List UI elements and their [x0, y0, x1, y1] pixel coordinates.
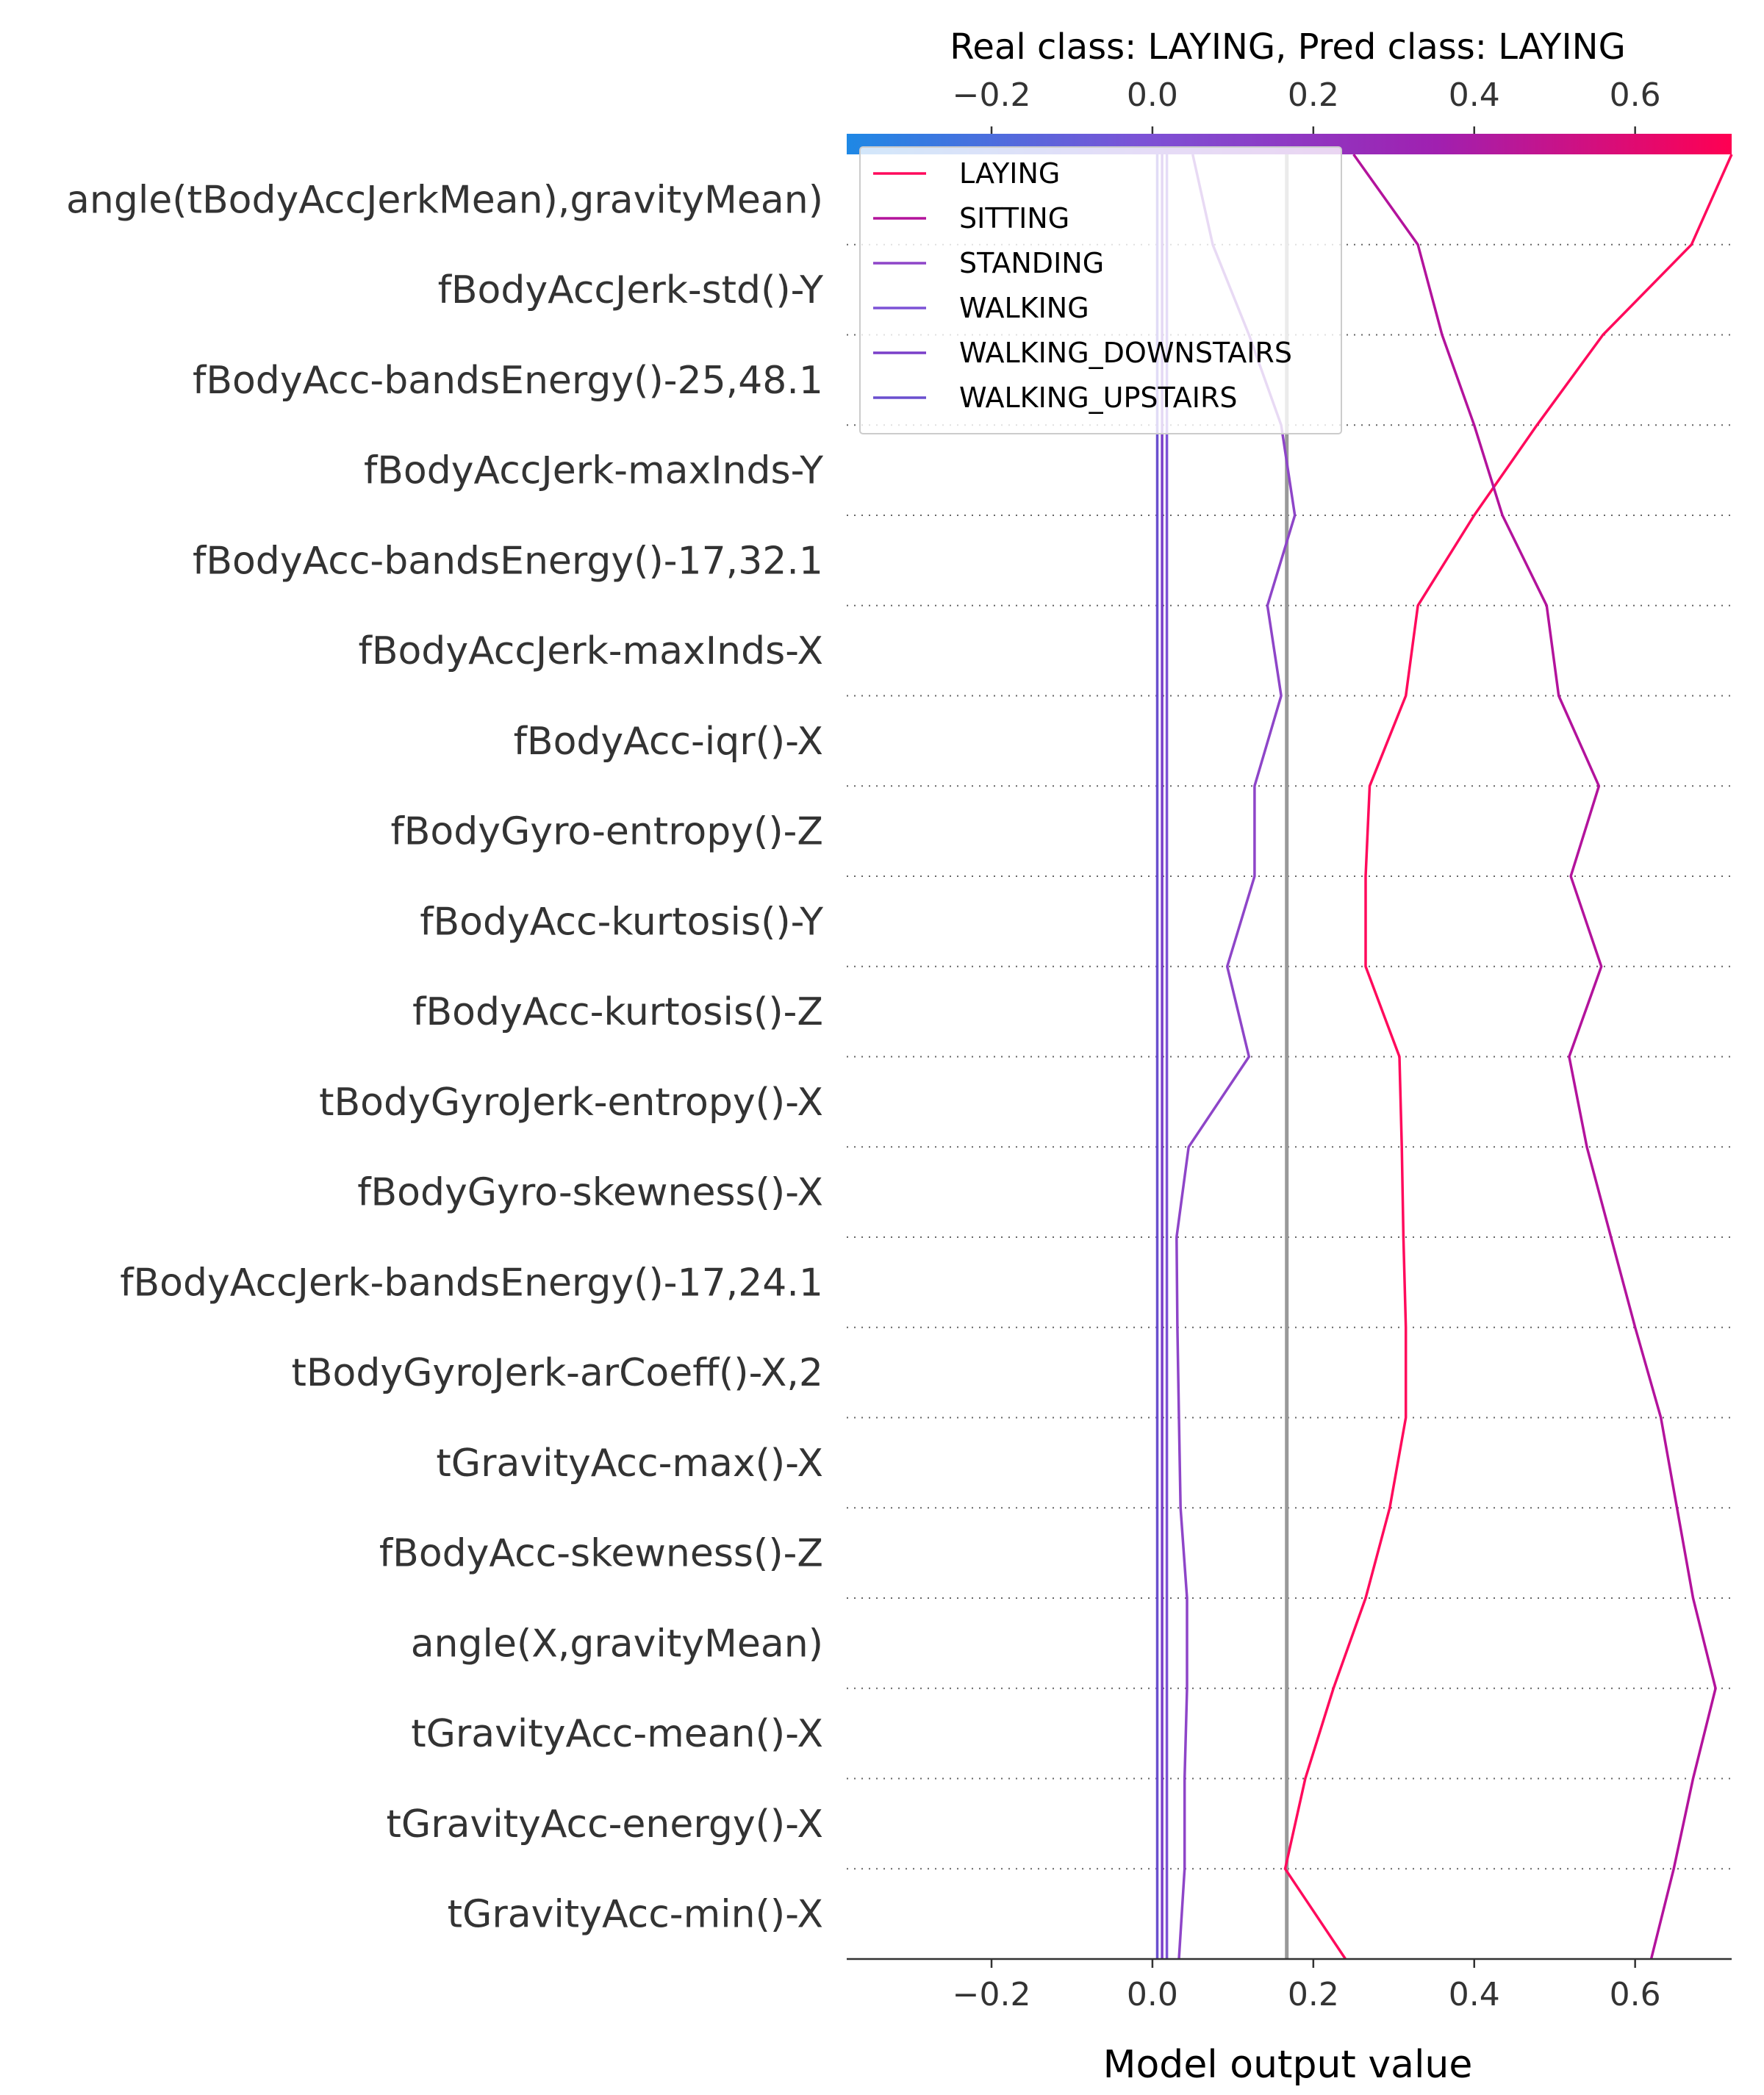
legend-box	[859, 146, 1342, 434]
feature-label: tBodyGyroJerk-arCoeff()-X,2	[291, 1351, 823, 1395]
feature-label: fBodyGyro-skewness()-X	[357, 1171, 823, 1215]
feature-gridlines	[847, 243, 1732, 1870]
series-line-sitting	[1352, 153, 1717, 1960]
feature-label: fBodyGyro-entropy()-Z	[390, 810, 823, 854]
colorbar-tick-label: 0.0	[1127, 76, 1178, 114]
feature-label: fBodyAcc-bandsEnergy()-17,32.1	[193, 539, 823, 583]
colorbar-tick-label: 0.4	[1449, 76, 1500, 114]
x-tick-label: 0.6	[1610, 1976, 1661, 2013]
feature-label: tGravityAcc-max()-X	[436, 1442, 823, 1486]
feature-label: fBodyAcc-bandsEnergy()-25,48.1	[193, 359, 823, 403]
feature-label: fBodyAcc-kurtosis()-Y	[420, 900, 823, 944]
series-line-standing	[1175, 154, 1297, 1960]
feature-label: fBodyAcc-iqr()-X	[514, 720, 823, 764]
series-line-laying	[1283, 154, 1733, 1960]
colorbar-tick-label: 0.2	[1288, 76, 1339, 114]
colorbar-ticks: −0.2 0.0 0.2 0.4 0.6	[953, 76, 1661, 134]
legend-label: LAYING	[959, 157, 1060, 190]
legend-label: SITTING	[959, 202, 1069, 234]
feature-label: fBodyAccJerk-maxInds-Y	[364, 449, 823, 493]
legend-label: WALKING_UPSTAIRS	[959, 382, 1238, 414]
feature-label: tGravityAcc-mean()-X	[411, 1712, 823, 1756]
legend-label: WALKING_DOWNSTAIRS	[959, 337, 1292, 369]
colorbar-tick-label: 0.6	[1610, 76, 1661, 114]
feature-labels: tGravityAcc-min()-X tGravityAcc-energy()-…	[66, 178, 823, 1936]
feature-label: angle(tBodyAccJerkMean),gravityMean)	[66, 178, 823, 222]
legend-label: WALKING	[959, 292, 1089, 324]
colorbar-tick-label: −0.2	[953, 76, 1031, 114]
feature-label: fBodyAccJerk-bandsEnergy()-17,24.1	[120, 1261, 823, 1305]
feature-label: fBodyAcc-skewness()-Z	[379, 1532, 823, 1576]
legend: LAYING SITTING STANDING WALKING WALKING_DOWN…	[859, 146, 1342, 434]
x-tick-label: 0.2	[1288, 1976, 1339, 2013]
feature-label: angle(X,gravityMean)	[411, 1622, 823, 1666]
x-axis-title: Model output value	[1103, 2043, 1473, 2087]
series-lines	[1155, 153, 1733, 1960]
feature-label: fBodyAccJerk-maxInds-X	[359, 629, 823, 673]
x-axis-ticks: −0.2 0.0 0.2 0.4 0.6	[953, 1959, 1661, 2013]
feature-label: fBodyAccJerk-std()-Y	[438, 268, 824, 312]
chart-title: Real class: LAYING, Pred class: LAYING	[950, 26, 1626, 68]
feature-label: tGravityAcc-energy()-X	[387, 1802, 823, 1847]
x-tick-label: 0.0	[1127, 1976, 1178, 2013]
x-tick-label: 0.4	[1449, 1976, 1500, 2013]
x-tick-label: −0.2	[953, 1976, 1031, 2013]
feature-label: tGravityAcc-min()-X	[448, 1893, 823, 1937]
feature-label: fBodyAcc-kurtosis()-Z	[412, 990, 823, 1034]
legend-label: STANDING	[959, 247, 1104, 279]
feature-label: tBodyGyroJerk-entropy()-X	[319, 1081, 823, 1125]
